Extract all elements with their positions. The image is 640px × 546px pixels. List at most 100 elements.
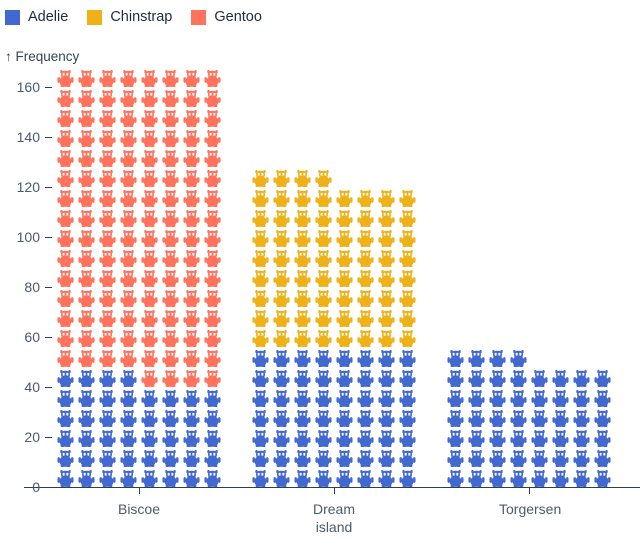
penguin-icon-glyph [99, 310, 116, 327]
penguin-icon-glyph [141, 110, 158, 127]
penguin-icon-glyph [78, 170, 95, 187]
penguin-icon-glyph [447, 350, 464, 367]
penguin-icon [294, 250, 311, 267]
penguin-icon-glyph [294, 210, 311, 227]
penguin-icon [252, 390, 269, 407]
y-tick-label: 40 [24, 379, 40, 395]
penguin-icon [273, 190, 290, 207]
penguin-icon-glyph [78, 370, 95, 387]
penguin-icon-glyph [315, 190, 332, 207]
penguin-icon-glyph [252, 230, 269, 247]
penguin-icon-glyph [120, 390, 137, 407]
penguin-icon-glyph [468, 350, 485, 367]
penguin-icon [162, 430, 179, 447]
penguin-icon [141, 270, 158, 287]
penguin-icon [399, 250, 416, 267]
penguin-icon [78, 270, 95, 287]
penguin-icon [120, 430, 137, 447]
penguin-icon [273, 430, 290, 447]
y-tick-mark [45, 237, 52, 239]
penguin-icon-glyph [120, 90, 137, 107]
penguin-icon [294, 330, 311, 347]
penguin-icon [294, 290, 311, 307]
penguin-icon-glyph [120, 470, 137, 487]
penguin-icon [489, 370, 506, 387]
penguin-icon-glyph [252, 170, 269, 187]
penguin-icon-glyph [378, 350, 395, 367]
penguin-icon-glyph [99, 290, 116, 307]
penguin-icon-glyph [468, 390, 485, 407]
penguin-icon [399, 210, 416, 227]
penguin-icon-glyph [273, 290, 290, 307]
penguin-icon [99, 90, 116, 107]
penguin-icon [399, 470, 416, 487]
penguin-icon-glyph [120, 410, 137, 427]
penguin-icon [252, 170, 269, 187]
penguin-icon-glyph [399, 210, 416, 227]
penguin-icon-glyph [273, 270, 290, 287]
penguin-icon [120, 190, 137, 207]
penguin-icon-glyph [99, 110, 116, 127]
penguin-icon-glyph [336, 450, 353, 467]
penguin-icon-glyph [510, 450, 527, 467]
penguin-icon-glyph [573, 410, 590, 427]
penguin-icon-glyph [183, 90, 200, 107]
penguin-icon [399, 410, 416, 427]
penguin-icon [183, 230, 200, 247]
penguin-icon [204, 210, 221, 227]
penguin-icon-glyph [162, 430, 179, 447]
penguin-icon-glyph [162, 130, 179, 147]
penguin-icon [78, 390, 95, 407]
penguin-icon [162, 410, 179, 427]
penguin-icon-glyph [273, 250, 290, 267]
penguin-icon [204, 370, 221, 387]
penguin-icon-glyph [183, 190, 200, 207]
penguin-icon-glyph [294, 310, 311, 327]
penguin-icon-glyph [315, 330, 332, 347]
penguin-icon-glyph [99, 190, 116, 207]
penguin-icon-glyph [315, 210, 332, 227]
penguin-icon-glyph [273, 330, 290, 347]
penguin-icon [99, 170, 116, 187]
penguin-icon-glyph [57, 70, 74, 87]
penguin-icon-glyph [531, 410, 548, 427]
penguin-icon-glyph [399, 390, 416, 407]
penguin-icon [447, 350, 464, 367]
penguin-icon-glyph [99, 390, 116, 407]
penguin-icon-glyph [552, 430, 569, 447]
legend: Adelie Chinstrap Gentoo [5, 9, 262, 25]
penguin-icon [99, 470, 116, 487]
penguin-icon [120, 90, 137, 107]
penguin-icon [252, 310, 269, 327]
penguin-icon-glyph [510, 470, 527, 487]
penguin-icon [378, 350, 395, 367]
penguin-icon [357, 330, 374, 347]
penguin-icon [378, 310, 395, 327]
y-tick-label: 100 [16, 229, 40, 245]
legend-item-label: Chinstrap [110, 9, 173, 25]
penguin-icon [162, 390, 179, 407]
penguin-icon [273, 470, 290, 487]
penguin-icon [141, 370, 158, 387]
penguin-icon-glyph [447, 370, 464, 387]
penguin-icon-glyph [552, 470, 569, 487]
penguin-icon-glyph [183, 370, 200, 387]
penguin-icon [294, 430, 311, 447]
penguin-icon [294, 470, 311, 487]
penguin-icon [252, 430, 269, 447]
penguin-icon [357, 470, 374, 487]
penguin-icon [552, 430, 569, 447]
penguin-icon [162, 350, 179, 367]
penguin-icon [78, 70, 95, 87]
penguin-icon-glyph [78, 110, 95, 127]
penguin-icon-glyph [141, 330, 158, 347]
penguin-icon-glyph [120, 310, 137, 327]
penguin-icon-glyph [141, 230, 158, 247]
penguin-icon-glyph [99, 470, 116, 487]
penguin-icon [357, 230, 374, 247]
penguin-icon-glyph [57, 310, 74, 327]
penguin-icon [99, 270, 116, 287]
penguin-icon-glyph [336, 290, 353, 307]
penguin-icon-glyph [99, 70, 116, 87]
penguin-icon-glyph [162, 190, 179, 207]
